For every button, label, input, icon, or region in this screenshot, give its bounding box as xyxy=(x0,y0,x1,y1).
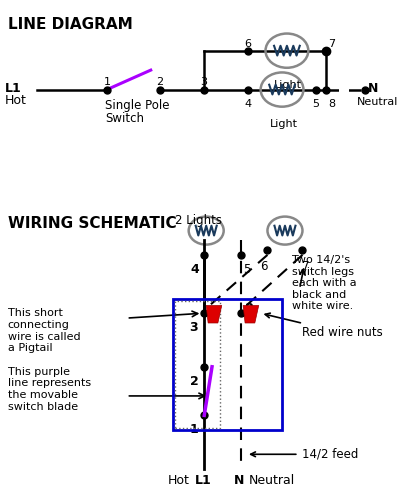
Text: Red wire nuts: Red wire nuts xyxy=(265,313,382,339)
Text: L1: L1 xyxy=(194,474,211,487)
Text: 5: 5 xyxy=(312,99,319,109)
Text: 8: 8 xyxy=(328,99,335,109)
Text: 6: 6 xyxy=(244,39,251,49)
Text: Hot: Hot xyxy=(167,474,189,487)
Text: 14/2 feed: 14/2 feed xyxy=(251,448,358,461)
Polygon shape xyxy=(206,305,222,323)
Text: L1: L1 xyxy=(5,82,21,95)
Text: 2: 2 xyxy=(157,77,164,87)
Text: N: N xyxy=(233,474,244,487)
Text: 3: 3 xyxy=(200,77,207,87)
Text: 3: 3 xyxy=(190,321,198,334)
Polygon shape xyxy=(243,305,259,323)
Text: 2 Lights: 2 Lights xyxy=(175,214,222,227)
Text: Light: Light xyxy=(269,119,297,129)
Text: 1: 1 xyxy=(104,77,111,87)
Text: 5: 5 xyxy=(243,263,251,276)
Text: 7: 7 xyxy=(328,39,335,49)
Text: Switch: Switch xyxy=(105,112,144,125)
Text: This short
connecting
wire is called
a Pigtail: This short connecting wire is called a P… xyxy=(8,308,81,353)
Text: 6: 6 xyxy=(260,260,267,273)
Text: Neutral: Neutral xyxy=(249,474,295,487)
Text: This purple
line represents
the movable
switch blade: This purple line represents the movable … xyxy=(8,367,91,411)
Text: 1: 1 xyxy=(190,423,198,436)
Text: Hot: Hot xyxy=(5,95,27,108)
Text: 2: 2 xyxy=(190,375,198,387)
Text: Two 14/2's
switch legs
each with a
black and
white wire.: Two 14/2's switch legs each with a black… xyxy=(292,255,356,311)
Bar xyxy=(175,301,220,428)
Text: 4: 4 xyxy=(191,263,199,276)
Text: 7: 7 xyxy=(303,260,310,273)
Text: LINE DIAGRAM: LINE DIAGRAM xyxy=(8,17,132,32)
Bar xyxy=(173,299,282,430)
Text: Single Pole: Single Pole xyxy=(105,99,170,112)
Text: Light: Light xyxy=(274,80,302,90)
Text: 4: 4 xyxy=(244,99,251,109)
Text: N: N xyxy=(368,82,378,95)
Text: Neutral: Neutral xyxy=(357,98,398,107)
Text: WIRING SCHEMATIC: WIRING SCHEMATIC xyxy=(8,216,177,231)
Text: 8: 8 xyxy=(244,302,253,314)
